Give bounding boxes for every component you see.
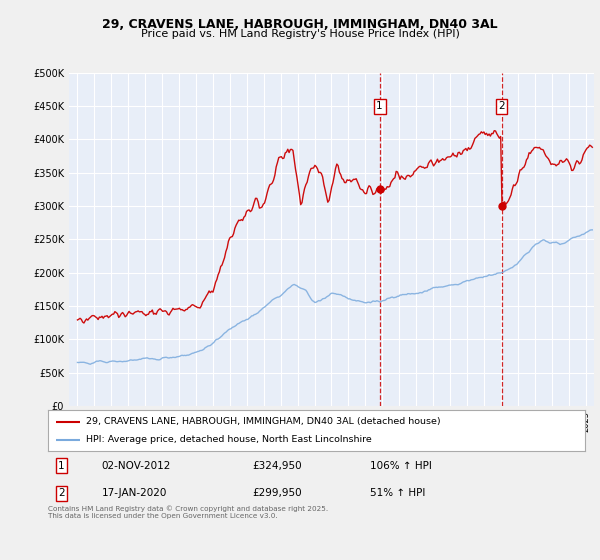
Text: Price paid vs. HM Land Registry's House Price Index (HPI): Price paid vs. HM Land Registry's House …	[140, 29, 460, 39]
Text: 2: 2	[58, 488, 65, 498]
Text: 106% ↑ HPI: 106% ↑ HPI	[370, 460, 432, 470]
Text: Contains HM Land Registry data © Crown copyright and database right 2025.
This d: Contains HM Land Registry data © Crown c…	[48, 505, 328, 519]
Text: 1: 1	[58, 460, 65, 470]
Text: 2: 2	[498, 101, 505, 111]
Text: 17-JAN-2020: 17-JAN-2020	[102, 488, 167, 498]
Text: 02-NOV-2012: 02-NOV-2012	[102, 460, 171, 470]
Text: HPI: Average price, detached house, North East Lincolnshire: HPI: Average price, detached house, Nort…	[86, 435, 371, 444]
Text: 29, CRAVENS LANE, HABROUGH, IMMINGHAM, DN40 3AL (detached house): 29, CRAVENS LANE, HABROUGH, IMMINGHAM, D…	[86, 417, 440, 426]
Text: £324,950: £324,950	[252, 460, 302, 470]
Text: 1: 1	[376, 101, 383, 111]
Text: 29, CRAVENS LANE, HABROUGH, IMMINGHAM, DN40 3AL: 29, CRAVENS LANE, HABROUGH, IMMINGHAM, D…	[102, 18, 498, 31]
Text: £299,950: £299,950	[252, 488, 302, 498]
Text: 51% ↑ HPI: 51% ↑ HPI	[370, 488, 425, 498]
